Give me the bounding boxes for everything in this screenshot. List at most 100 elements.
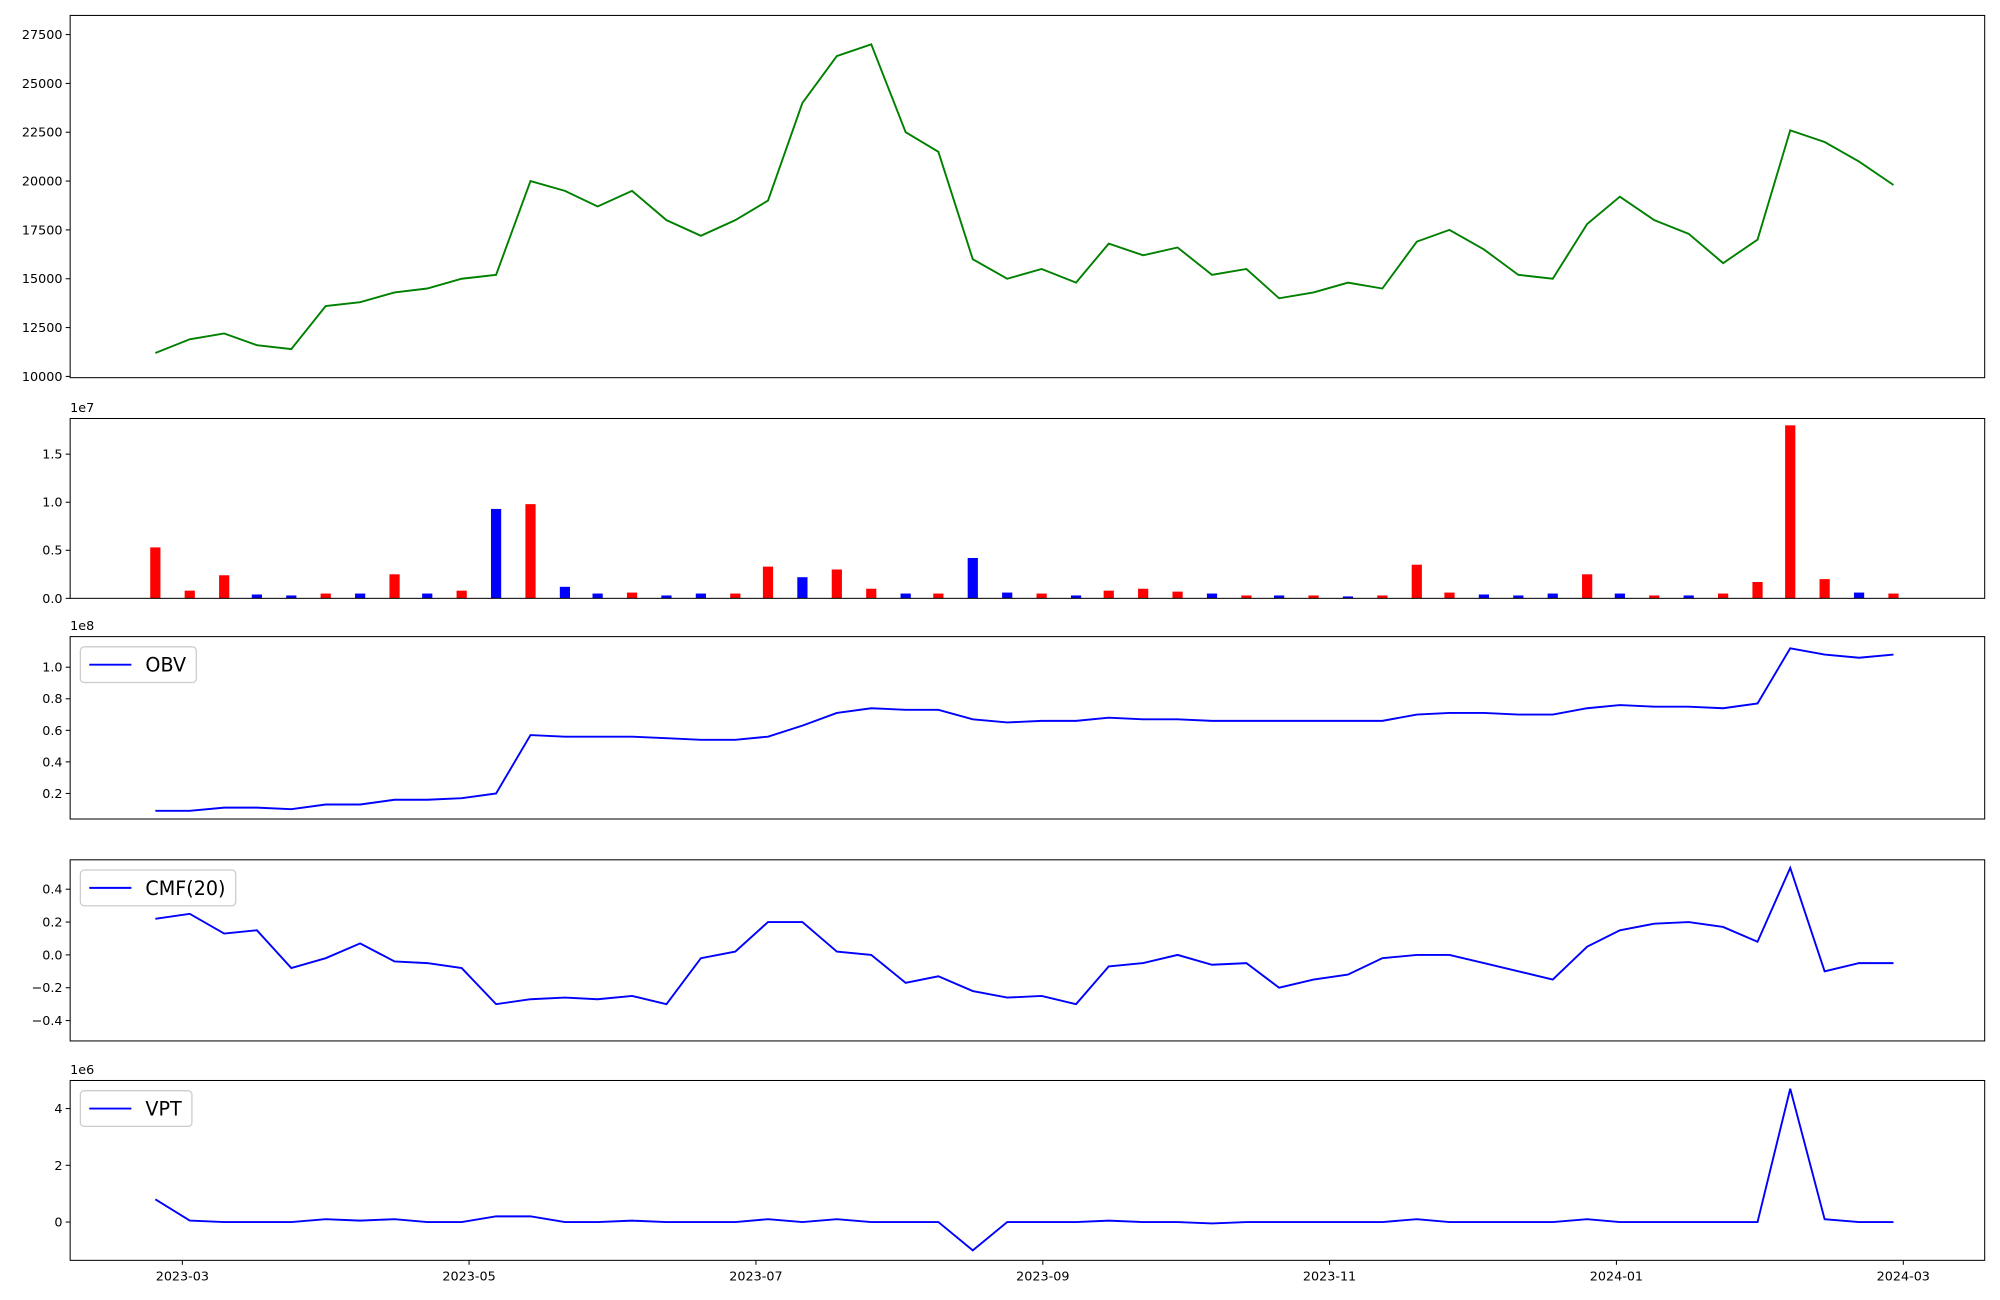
x-tick-label: 2023-09 bbox=[1016, 1270, 1069, 1285]
subplot: 10000 12500 15000 17500 20000 22500 25000 27500 bbox=[22, 14, 1986, 385]
line-series bbox=[155, 865, 1894, 1006]
offset-label: 1e6 bbox=[70, 1063, 94, 1078]
legend-label: CMF(20) bbox=[145, 877, 225, 900]
volume-bar bbox=[1614, 593, 1625, 599]
volume-bar bbox=[219, 575, 230, 599]
volume-bar bbox=[184, 590, 195, 599]
y-tick-label: 27500 bbox=[22, 28, 63, 43]
volume-bar bbox=[1888, 593, 1899, 599]
volume-bar bbox=[1241, 595, 1252, 599]
subplot: −0.4 −0.2 0.0 0.2 0.4 CMF(20) bbox=[32, 859, 1986, 1042]
y-tick-label: 22500 bbox=[22, 126, 63, 141]
volume-bar bbox=[1274, 595, 1285, 599]
x-tick-label: 2024-01 bbox=[1590, 1270, 1643, 1285]
volume-bar bbox=[1444, 592, 1455, 599]
y-tick-label: 1.0 bbox=[42, 496, 62, 511]
y-tick-label: −0.2 bbox=[32, 981, 63, 996]
volume-bar bbox=[1752, 582, 1763, 599]
y-tick-label: 10000 bbox=[22, 370, 63, 385]
volume-bar bbox=[797, 577, 808, 599]
legend-label: OBV bbox=[145, 654, 186, 677]
y-tick-label: 1.5 bbox=[42, 448, 62, 463]
y-tick-label: 1.0 bbox=[42, 661, 62, 676]
y-tick-label: 12500 bbox=[22, 321, 63, 336]
axes-frame bbox=[69, 1079, 1986, 1261]
volume-bar bbox=[1172, 591, 1183, 599]
line-series bbox=[154, 1088, 1894, 1252]
volume-bar bbox=[762, 566, 774, 599]
line-series bbox=[154, 43, 1895, 354]
volume-bar bbox=[422, 593, 433, 599]
volume-bar bbox=[1853, 592, 1865, 599]
volume-bar bbox=[1411, 564, 1422, 599]
volume-bar bbox=[320, 593, 331, 599]
volume-bar bbox=[967, 557, 978, 599]
y-tick-label: 2 bbox=[54, 1159, 62, 1174]
y-tick-label: 0 bbox=[54, 1216, 62, 1231]
y-tick-label: 0.6 bbox=[42, 724, 62, 739]
volume-bar bbox=[1478, 594, 1490, 599]
volume-bar bbox=[559, 586, 571, 599]
volume-bar bbox=[1513, 595, 1524, 599]
volume-bar bbox=[355, 593, 366, 599]
y-tick-label: 15000 bbox=[22, 272, 63, 287]
legend-box bbox=[79, 646, 197, 684]
x-tick-label: 2023-03 bbox=[156, 1270, 209, 1285]
legend-box bbox=[79, 869, 237, 907]
y-tick-label: 4 bbox=[54, 1102, 62, 1117]
volume-bar bbox=[1002, 592, 1013, 599]
offset-label: 1e8 bbox=[70, 619, 94, 634]
y-tick-label: 20000 bbox=[22, 175, 63, 190]
volume-bar bbox=[831, 569, 842, 599]
y-tick-label: 0.0 bbox=[42, 592, 62, 607]
volume-bar bbox=[1649, 595, 1660, 599]
volume-bar bbox=[866, 588, 877, 599]
volume-bar bbox=[1547, 593, 1558, 599]
volume-bar bbox=[900, 593, 911, 599]
volume-bar bbox=[251, 594, 262, 599]
volume-bar bbox=[1103, 590, 1114, 599]
volume-bar bbox=[490, 508, 502, 599]
y-tick-label: 0.2 bbox=[42, 916, 62, 931]
volume-bar bbox=[1036, 593, 1047, 599]
subplot: 0.0 0.5 1.0 1.5 1e7 bbox=[42, 401, 1986, 607]
volume-bar bbox=[389, 574, 400, 599]
volume-bar bbox=[933, 593, 944, 599]
volume-bar bbox=[1206, 593, 1218, 599]
y-tick-label: 17500 bbox=[22, 223, 63, 238]
legend: VPT bbox=[79, 1090, 193, 1128]
volume-bar bbox=[1582, 574, 1593, 599]
volume-bar bbox=[1819, 579, 1830, 599]
volume-bar bbox=[1308, 595, 1319, 599]
axes-frame bbox=[69, 859, 1986, 1042]
legend: CMF(20) bbox=[79, 869, 237, 907]
offset-label: 1e7 bbox=[70, 401, 94, 416]
x-tick-label: 2023-07 bbox=[729, 1270, 782, 1285]
volume-bar bbox=[150, 547, 161, 599]
volume-bar bbox=[730, 593, 741, 599]
volume-bar bbox=[1377, 595, 1388, 599]
y-tick-label: 0.4 bbox=[42, 755, 62, 770]
y-tick-label: 0.2 bbox=[42, 787, 62, 802]
volume-bar bbox=[695, 593, 706, 599]
legend-box bbox=[79, 1090, 193, 1128]
x-tick-label: 2024-03 bbox=[1877, 1270, 1930, 1285]
x-tick-label: 2023-05 bbox=[442, 1270, 495, 1285]
legend: OBV bbox=[79, 646, 197, 684]
volume-bar bbox=[1718, 593, 1729, 599]
y-tick-label: 0.0 bbox=[42, 948, 62, 963]
y-tick-label: 0.8 bbox=[42, 692, 62, 707]
volume-bar bbox=[1683, 595, 1694, 599]
axes-frame bbox=[69, 14, 1986, 379]
legend-label: VPT bbox=[145, 1098, 182, 1121]
line-series bbox=[155, 647, 1894, 812]
axes-frame bbox=[69, 636, 1986, 820]
volume-bar bbox=[456, 590, 467, 599]
volume-bar bbox=[1342, 596, 1354, 599]
volume-bar bbox=[592, 593, 603, 599]
y-tick-label: 25000 bbox=[22, 77, 63, 92]
subplot: 0 2 4 2023-03 2023-05 2023-07 2023-09 2023-11 20… bbox=[54, 1063, 1986, 1285]
volume-bar bbox=[1070, 595, 1082, 599]
